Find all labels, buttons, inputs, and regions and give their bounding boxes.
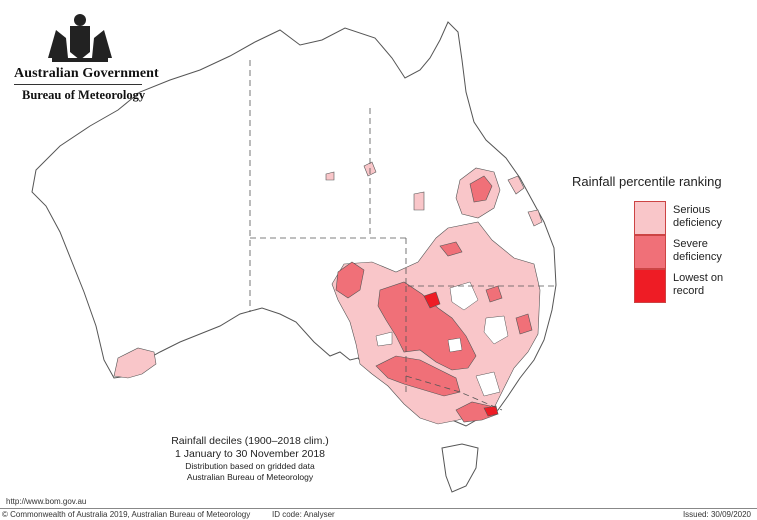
gap-5 [375,331,393,347]
severe-area-nsw-north [485,285,503,303]
severe-area-sa-west [335,261,365,299]
gap-4 [475,371,501,397]
gap-1 [449,281,479,311]
serious-area-queensland-coast [507,175,525,195]
lowest-on-record-areas [423,291,499,417]
gap-3 [447,337,463,353]
footer-issued-date: Issued: 30/09/2020 [682,510,751,519]
legend-title: Rainfall percentile ranking [572,174,722,189]
caption-title: Rainfall deciles (1900–2018 clim.) [171,435,329,447]
serious-area-qld-inland [413,191,425,211]
caption-distribution: Distribution based on gridded data [185,461,315,471]
coat-of-arms-logo [48,14,112,62]
tasmania-outline [441,443,479,493]
footer-divider [0,508,757,509]
legend-label-record: Lowest on record [673,272,724,297]
bureau-title: Bureau of Meteorology [22,88,146,102]
serious-area-queensland-coast-2 [527,209,543,227]
footer-id-code: ID code: Analyser [272,510,335,519]
header-divider [14,84,142,85]
legend-swatch-record [634,269,666,303]
caption-period: 1 January to 30 November 2018 [174,448,325,460]
legend-label-severe: Severe deficiency [673,238,722,263]
severe-area-qld-south [439,241,463,257]
government-title: Australian Government [14,66,159,81]
severe-area-nsw-east [515,313,533,335]
record-area-east [483,405,499,417]
legend-swatch-severe [634,235,666,269]
serious-area-southwest [113,347,157,379]
map-caption: Rainfall deciles (1900–2018 clim.) 1 Jan… [140,435,360,483]
caption-source: Australian Bureau of Meteorology [186,472,314,482]
legend-swatch-serious [634,201,666,235]
gap-2 [483,315,509,345]
state-borders [249,60,554,411]
footer-copyright: © Commonwealth of Australia 2019, Austra… [2,510,251,519]
severe-area-queensland [469,175,493,203]
record-area-central [423,291,441,309]
footer-url[interactable]: http://www.bom.gov.au [6,497,87,506]
sa-qld-nsw-border [405,238,554,287]
no-deficiency-gaps [375,281,509,397]
legend-label-serious: Serious deficiency [673,204,722,229]
serious-area-wa-spot [325,171,335,181]
